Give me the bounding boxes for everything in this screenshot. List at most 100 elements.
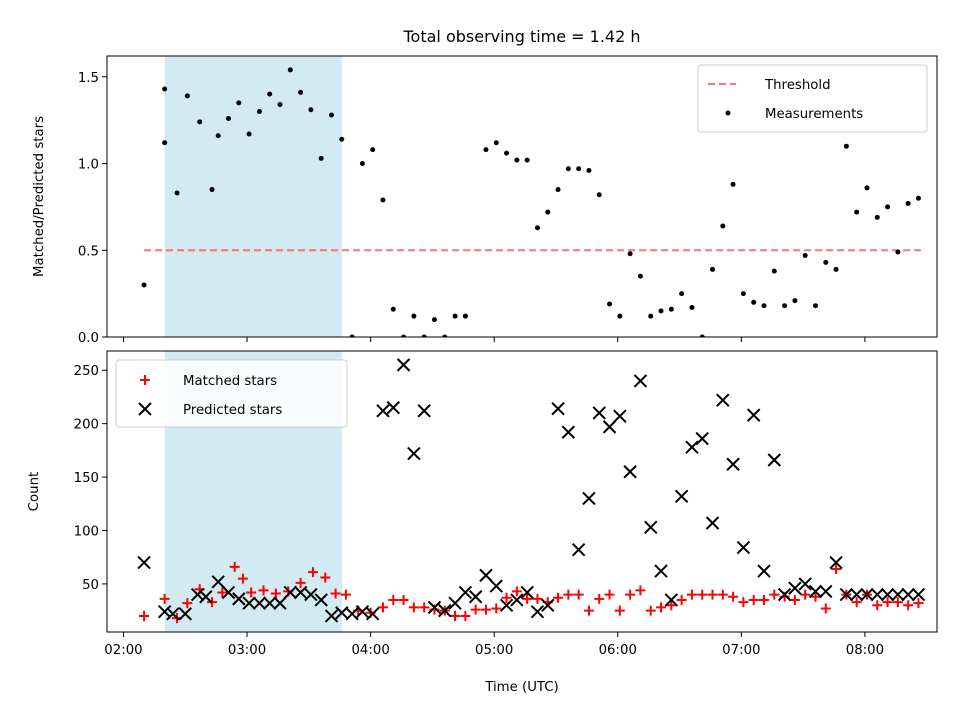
predicted-star-marker <box>623 465 637 479</box>
measurement-point <box>267 91 273 97</box>
matched-star-marker <box>563 589 574 600</box>
measurement-point <box>617 313 623 319</box>
bottom-panel: 50 100 150 200 250 02:00 03:00 04:00 05:00 06:00 0… <box>27 350 938 695</box>
matched-star-marker <box>237 573 248 584</box>
x-tick-label: 03:00 <box>228 643 266 658</box>
measurement-point <box>915 195 921 201</box>
measurement-point <box>586 167 592 173</box>
predicted-star-marker <box>232 592 246 606</box>
y-tick-label: 1.5 <box>78 71 99 86</box>
measurement-point <box>864 185 870 191</box>
matched-star-marker <box>307 567 318 578</box>
predicted-star-marker <box>252 596 267 610</box>
predicted-star-marker <box>808 584 823 599</box>
predicted-star-marker <box>468 590 483 604</box>
measurement-point <box>328 112 334 118</box>
measurement-point <box>504 150 510 156</box>
matched-star-marker <box>604 589 615 600</box>
matched-star-marker <box>491 603 502 614</box>
matched-star-marker <box>553 592 564 603</box>
matched-star-marker <box>728 591 739 602</box>
matched-star-marker <box>635 585 646 596</box>
matched-star-marker <box>748 594 759 605</box>
markers-group <box>137 358 926 624</box>
y-tick-label: 100 <box>74 524 99 539</box>
predicted-star-marker <box>345 607 359 621</box>
measurement-point <box>823 259 829 265</box>
predicted-star-marker <box>839 587 854 602</box>
measurement-point <box>493 140 499 146</box>
measurement-point <box>895 249 901 255</box>
matched-star-marker <box>258 585 269 596</box>
measurement-point <box>627 251 633 257</box>
matched-star-marker <box>903 600 914 611</box>
matched-star-marker <box>522 593 533 604</box>
predicted-star-marker <box>571 543 586 557</box>
matched-star-marker <box>470 604 481 615</box>
measurement-point <box>524 157 530 163</box>
measurement-point <box>462 313 468 319</box>
predicted-star-marker <box>520 585 534 600</box>
predicted-star-marker <box>880 587 895 602</box>
matched-star-marker <box>851 597 862 608</box>
matched-star-marker <box>789 594 800 605</box>
predicted-star-marker <box>674 489 689 504</box>
measurement-point <box>648 313 654 319</box>
measurement-point <box>246 131 252 137</box>
predicted-star-marker <box>376 404 390 418</box>
predicted-star-marker <box>757 564 771 578</box>
measurement-point <box>565 166 571 172</box>
predicted-star-marker <box>767 453 782 467</box>
measurement-point <box>141 282 147 288</box>
matched-star-marker <box>686 589 697 600</box>
matched-star-marker <box>676 594 687 605</box>
x-tick-label: 06:00 <box>599 643 637 658</box>
legend-top: Threshold Measurements <box>697 64 928 133</box>
legend-measurements-label: Measurements <box>765 107 863 122</box>
matched-star-marker <box>583 605 594 616</box>
measurement-point <box>318 155 324 161</box>
measurement-point <box>833 266 839 272</box>
matched-star-marker <box>159 593 170 604</box>
predicted-star-marker <box>262 596 277 610</box>
predicted-star-marker <box>166 607 180 621</box>
matched-star-marker <box>645 605 656 616</box>
predicted-star-marker <box>324 609 339 623</box>
predicted-star-marker <box>860 587 874 602</box>
matched-star-marker <box>139 610 150 621</box>
legend-box <box>697 64 928 133</box>
predicted-star-marker <box>178 607 192 621</box>
matched-star-marker <box>573 589 584 600</box>
matched-star-marker <box>892 597 903 608</box>
predicted-star-marker <box>396 358 411 372</box>
y-tick-label: 0.0 <box>78 331 99 346</box>
measurement-point <box>162 140 168 146</box>
y-axis-label: Count <box>27 472 42 512</box>
matched-star-marker <box>769 589 780 600</box>
measurement-point <box>607 301 613 307</box>
predicted-star-marker <box>386 400 400 415</box>
measurement-point <box>349 334 355 337</box>
measurement-point <box>421 334 427 337</box>
measurement-point <box>679 291 685 297</box>
measurement-point <box>390 306 396 312</box>
predicted-star-marker <box>726 457 740 471</box>
legend-matched-label: Matched stars <box>183 374 277 389</box>
x-tick-label: 02:00 <box>104 643 142 658</box>
matched-star-marker <box>320 572 331 583</box>
x-tick-label: 08:00 <box>846 643 884 658</box>
measurement-point <box>854 209 860 215</box>
measurement-point <box>483 147 489 153</box>
legend-measurement-swatch <box>725 110 731 116</box>
matched-star-marker <box>532 593 543 604</box>
predicted-star-marker <box>736 540 751 555</box>
measurement-point <box>215 133 221 139</box>
matched-star-marker <box>217 587 228 598</box>
legend-threshold-label: Threshold <box>764 78 831 93</box>
predicted-star-marker <box>211 575 225 589</box>
predicted-star-marker <box>633 374 648 388</box>
measurement-point <box>545 209 551 215</box>
matched-star-marker <box>330 588 341 599</box>
predicted-star-marker <box>705 516 720 530</box>
measurement-point <box>710 266 716 272</box>
